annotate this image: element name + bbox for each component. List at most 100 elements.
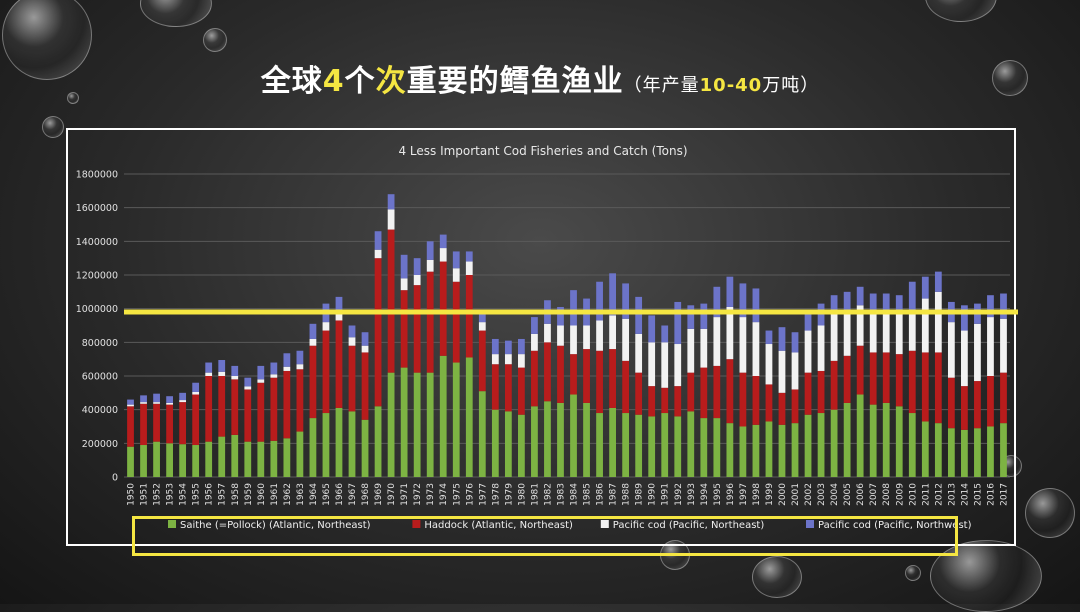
bar-segment-saithe	[921, 421, 929, 477]
bar-segment-pacific-nw	[153, 393, 160, 403]
bar-segment-saithe	[961, 429, 968, 477]
bar-segment-pacific-ne	[244, 386, 252, 390]
bar-segment-pacific-ne	[843, 310, 851, 356]
x-tick-label: 1989	[635, 483, 645, 506]
bar-segment-pacific-nw	[465, 251, 473, 262]
bar-segment-saithe	[478, 391, 486, 477]
x-tick-label: 1952	[153, 483, 163, 506]
bar-segment-pacific-ne	[387, 209, 395, 230]
bar-segment-haddock	[895, 354, 903, 407]
bar-segment-pacific-nw	[700, 303, 708, 329]
bar-segment-pacific-nw	[987, 295, 994, 318]
bar-segment-pacific-ne	[1000, 318, 1007, 373]
bar-segment-pacific-nw	[518, 338, 525, 355]
x-tick-label: 1970	[387, 483, 397, 506]
x-tick-label: 1998	[752, 483, 762, 506]
bar-segment-pacific-ne	[322, 322, 330, 331]
bar-segment-pacific-ne	[674, 344, 682, 387]
bar-segment-pacific-nw	[478, 312, 486, 323]
y-tick-label: 0	[112, 473, 118, 484]
bar-segment-pacific-nw	[400, 254, 408, 279]
bar-segment-pacific-ne	[791, 352, 799, 390]
bar-segment-saithe	[843, 402, 851, 477]
bar-segment-saithe	[882, 402, 890, 477]
y-tick-label: 1400000	[76, 237, 118, 248]
x-tick-label: 1967	[348, 483, 358, 506]
bar-segment-haddock	[504, 364, 512, 412]
bar-segment-haddock	[661, 387, 669, 414]
bar-segment-pacific-ne	[908, 313, 916, 351]
x-tick-label: 1965	[322, 483, 332, 506]
y-tick-label: 200000	[82, 439, 118, 450]
bar-segment-saithe	[439, 355, 447, 477]
bar-segment-haddock	[752, 376, 760, 425]
bar-segment-saithe	[257, 441, 265, 477]
bar-segment-saithe	[817, 413, 825, 477]
bar-segment-pacific-ne	[400, 278, 408, 291]
bar-segment-saithe	[869, 404, 877, 477]
bar-segment-haddock	[739, 372, 747, 427]
bar-segment-saithe	[778, 424, 786, 477]
bar-segment-haddock	[140, 403, 147, 446]
decorative-bubble	[42, 116, 64, 138]
bar-segment-pacific-nw	[531, 317, 538, 334]
bar-segment-pacific-nw	[426, 241, 434, 260]
bar-segment-pacific-ne	[726, 306, 734, 360]
bar-segment-haddock	[583, 349, 590, 403]
bar-segment-saithe	[895, 406, 903, 477]
x-tick-label: 2015	[973, 483, 983, 506]
decorative-bubble	[752, 556, 802, 598]
x-tick-label: 1951	[140, 483, 150, 506]
bar-segment-haddock	[218, 376, 226, 437]
bar-segment-haddock	[192, 394, 200, 446]
bar-segment-haddock	[348, 345, 356, 412]
x-tick-label: 2010	[908, 483, 918, 506]
bar-segment-haddock	[374, 258, 382, 407]
bar-segment-pacific-ne	[622, 318, 630, 361]
bar-segment-pacific-nw	[765, 330, 773, 345]
x-tick-label: 1976	[465, 483, 475, 506]
bar-segment-pacific-nw	[882, 293, 890, 311]
legend-swatch	[168, 520, 176, 528]
x-tick-label: 1974	[439, 483, 449, 506]
x-tick-label: 2016	[986, 483, 996, 506]
bar-segment-saithe	[987, 426, 994, 477]
bar-segment-saithe	[348, 411, 356, 477]
bar-segment-saithe	[387, 372, 395, 477]
bar-segment-pacific-ne	[869, 310, 877, 353]
bar-segment-pacific-nw	[192, 382, 200, 392]
bar-segment-pacific-nw	[309, 323, 317, 339]
subtitle-range: 10-40	[699, 75, 763, 96]
bar-segment-saithe	[687, 411, 695, 477]
bar-segment-haddock	[778, 392, 786, 425]
title-subtitle: （年产量10-40万吨）	[624, 75, 820, 96]
bar-segment-pacific-ne	[361, 345, 369, 353]
bar-segment-saithe	[518, 414, 525, 477]
bar-segment-pacific-ne	[570, 325, 577, 355]
bar-segment-pacific-ne	[596, 320, 603, 351]
bar-segment-haddock	[426, 271, 434, 373]
bar-segment-haddock	[947, 377, 955, 429]
bar-segment-pacific-nw	[961, 305, 968, 331]
bar-segment-saithe	[934, 423, 942, 477]
bar-segment-haddock	[609, 349, 616, 408]
x-tick-label: 1961	[270, 483, 280, 506]
x-tick-label: 2001	[791, 483, 801, 506]
bar-segment-pacific-nw	[687, 305, 695, 329]
bar-segment-haddock	[465, 275, 473, 358]
bar-segment-pacific-ne	[713, 317, 721, 366]
x-tick-label: 1973	[426, 483, 436, 506]
bar-segment-pacific-ne	[635, 333, 643, 373]
bar-segment-pacific-ne	[882, 310, 890, 353]
bar-segment-pacific-ne	[257, 379, 265, 383]
bar-segment-haddock	[518, 367, 525, 415]
x-tick-label: 1963	[296, 483, 306, 506]
bar-segment-saithe	[452, 362, 460, 477]
bar-segment-pacific-nw	[335, 296, 343, 313]
bar-segment-haddock	[726, 359, 734, 424]
bar-segment-haddock	[622, 360, 630, 414]
title-highlight: 次	[375, 64, 407, 99]
x-tick-label: 1956	[205, 483, 215, 506]
bar-segment-pacific-nw	[739, 283, 747, 318]
bar-segment-saithe	[661, 413, 669, 477]
